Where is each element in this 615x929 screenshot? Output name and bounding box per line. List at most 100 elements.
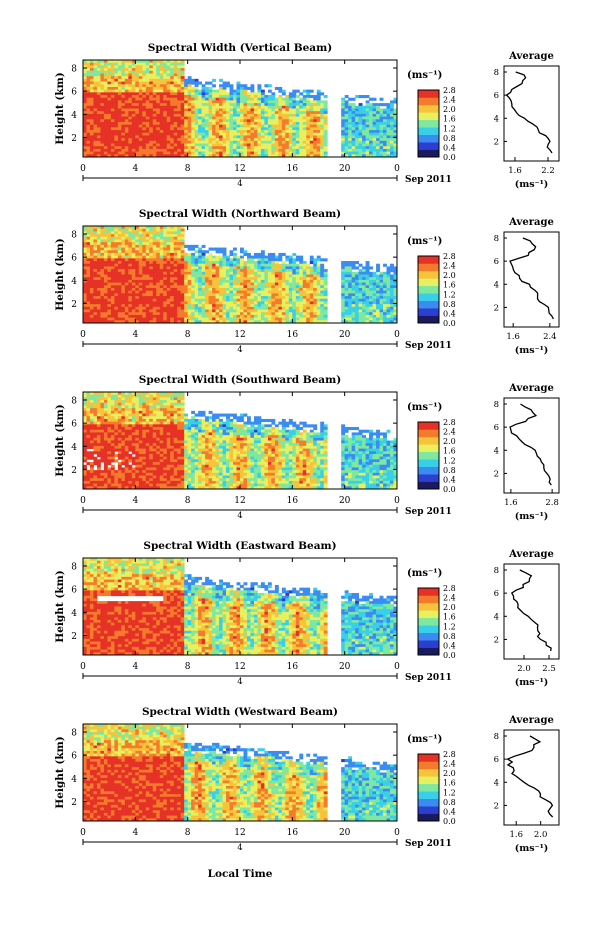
colorbar-tick-label: 0.4 bbox=[443, 475, 456, 484]
avg-y-tick-label: 6 bbox=[494, 257, 499, 267]
panel-title: Spectral Width (Southward Beam) bbox=[139, 374, 341, 386]
avg-y-tick-label: 4 bbox=[494, 778, 499, 788]
x-tick-label: 20 bbox=[339, 662, 351, 672]
y-axis-label: Height (km) bbox=[54, 736, 66, 808]
avg-y-tick-label: 8 bbox=[494, 732, 499, 742]
colorbar-unit: (ms⁻¹) bbox=[407, 734, 442, 745]
x-tick-label: 4 bbox=[132, 164, 138, 174]
average-line bbox=[506, 735, 554, 818]
average-profile: Average 2 4 6 8 1.6 2.4 (ms⁻¹) bbox=[494, 217, 560, 356]
colorbar-tick-label: 1.6 bbox=[443, 613, 456, 622]
avg-x-tick-label: 1.6 bbox=[506, 332, 520, 342]
colorbar-tick-label: 2.8 bbox=[443, 86, 456, 95]
colorbar-tick-label: 0.8 bbox=[443, 300, 456, 309]
avg-y-tick-label: 8 bbox=[494, 234, 499, 244]
x-tick-label: 4 bbox=[132, 330, 138, 340]
x-tick-label: 0 bbox=[80, 330, 86, 340]
y-tick-label: 8 bbox=[71, 397, 77, 407]
x-tick-label: 0 bbox=[394, 662, 400, 672]
day-label: 4 bbox=[237, 843, 242, 853]
average-line bbox=[509, 403, 552, 486]
heatmap bbox=[83, 60, 398, 158]
y-axis-label: Height (km) bbox=[54, 72, 66, 144]
colorbar-tick-label: 0.4 bbox=[443, 641, 456, 650]
colorbar-tick-label: 2.4 bbox=[443, 428, 456, 437]
average-title: Average bbox=[508, 217, 554, 228]
colorbar-tick-label: 1.6 bbox=[443, 115, 456, 124]
colorbar-unit: (ms⁻¹) bbox=[407, 568, 442, 579]
colorbar-unit: (ms⁻¹) bbox=[407, 70, 442, 81]
colorbar-tick-label: 0.0 bbox=[443, 817, 456, 826]
y-tick-label: 6 bbox=[71, 586, 77, 596]
x-tick-label: 12 bbox=[234, 496, 245, 506]
date-label: Sep 2011 bbox=[405, 673, 452, 683]
colorbar-tick-label: 2.4 bbox=[443, 262, 456, 271]
avg-y-tick-label: 6 bbox=[494, 91, 499, 101]
day-label: 4 bbox=[237, 345, 242, 355]
date-label: Sep 2011 bbox=[405, 839, 452, 849]
avg-y-tick-label: 8 bbox=[494, 68, 499, 78]
y-tick-label: 4 bbox=[71, 609, 77, 619]
x-tick-label: 0 bbox=[80, 828, 86, 838]
colorbar-tick-label: 0.4 bbox=[443, 143, 456, 152]
y-tick-label: 2 bbox=[71, 632, 77, 642]
colorbar-tick-label: 2.0 bbox=[443, 603, 456, 612]
colorbar-tick-label: 1.2 bbox=[443, 788, 456, 797]
avg-y-tick-label: 4 bbox=[494, 114, 499, 124]
avg-y-tick-label: 2 bbox=[494, 635, 499, 645]
y-tick-label: 8 bbox=[71, 729, 77, 739]
panel-3: Spectral Width (Southward Beam) 2 4 6 8 Heigh… bbox=[54, 374, 560, 522]
avg-x-tick-label: 2.0 bbox=[517, 664, 531, 674]
panel-title: Spectral Width (Northward Beam) bbox=[139, 208, 341, 220]
x-tick-label: 0 bbox=[80, 164, 86, 174]
avg-y-tick-label: 2 bbox=[494, 303, 499, 313]
average-unit: (ms⁻¹) bbox=[515, 511, 549, 522]
y-tick-label: 8 bbox=[71, 65, 77, 75]
colorbar-tick-label: 1.6 bbox=[443, 281, 456, 290]
colorbar-tick-label: 2.0 bbox=[443, 271, 456, 280]
x-tick-label: 4 bbox=[132, 496, 138, 506]
y-tick-label: 6 bbox=[71, 254, 77, 264]
average-profile: Average 2 4 6 8 1.6 2.8 (ms⁻¹) bbox=[494, 383, 560, 522]
colorbar-tick-label: 1.2 bbox=[443, 456, 456, 465]
avg-y-tick-label: 8 bbox=[494, 566, 499, 576]
y-tick-label: 6 bbox=[71, 420, 77, 430]
day-label: 4 bbox=[237, 677, 242, 687]
colorbar-tick-label: 1.6 bbox=[443, 447, 456, 456]
y-tick-label: 4 bbox=[71, 443, 77, 453]
colorbar-tick-label: 0.8 bbox=[443, 134, 456, 143]
x-tick-label: 16 bbox=[287, 164, 299, 174]
colorbar: 0.00.40.81.21.62.02.42.8 bbox=[417, 252, 456, 328]
heatmap bbox=[83, 226, 398, 324]
avg-y-tick-label: 4 bbox=[494, 612, 499, 622]
average-profile: Average 2 4 6 8 2.0 2.5 (ms⁻¹) bbox=[494, 549, 560, 688]
x-tick-label: 20 bbox=[339, 164, 351, 174]
colorbar-tick-label: 1.2 bbox=[443, 622, 456, 631]
average-unit: (ms⁻¹) bbox=[515, 843, 549, 854]
x-tick-label: 8 bbox=[185, 330, 191, 340]
x-tick-label: 4 bbox=[132, 662, 138, 672]
avg-y-tick-label: 2 bbox=[494, 137, 499, 147]
x-tick-label: 16 bbox=[287, 828, 299, 838]
colorbar-tick-label: 2.4 bbox=[443, 96, 456, 105]
colorbar-tick-label: 1.2 bbox=[443, 124, 456, 133]
colorbar-tick-label: 0.0 bbox=[443, 153, 456, 162]
day-label: 4 bbox=[237, 179, 242, 189]
date-label: Sep 2011 bbox=[405, 341, 452, 351]
avg-y-tick-label: 6 bbox=[494, 589, 499, 599]
panel-title: Spectral Width (Eastward Beam) bbox=[143, 540, 336, 552]
colorbar-tick-label: 2.0 bbox=[443, 105, 456, 114]
x-tick-label: 0 bbox=[394, 828, 400, 838]
x-tick-label: 20 bbox=[339, 828, 351, 838]
colorbar-tick-label: 2.8 bbox=[443, 584, 456, 593]
day-label: 4 bbox=[237, 511, 242, 521]
avg-x-tick-label: 2.4 bbox=[543, 332, 557, 342]
x-tick-label: 20 bbox=[339, 496, 351, 506]
colorbar-tick-label: 2.4 bbox=[443, 760, 456, 769]
colorbar-tick-label: 0.0 bbox=[443, 485, 456, 494]
x-tick-label: 8 bbox=[185, 828, 191, 838]
colorbar-tick-label: 0.0 bbox=[443, 319, 456, 328]
colorbar: 0.00.40.81.21.62.02.42.8 bbox=[417, 750, 456, 826]
avg-y-tick-label: 2 bbox=[494, 801, 499, 811]
